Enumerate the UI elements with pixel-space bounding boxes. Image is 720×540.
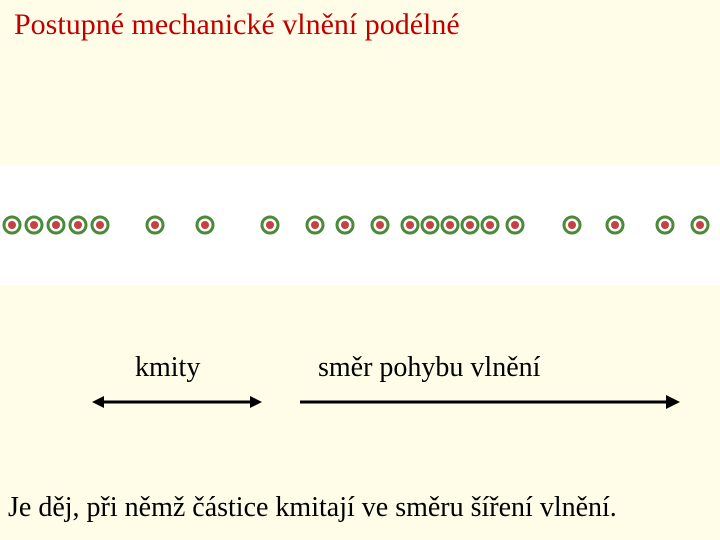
wave-particle-core [511,221,519,229]
wave-particle-core [611,221,619,229]
wave-particle-core [376,221,384,229]
wave-particle-core [466,221,474,229]
wave-particle-core [74,221,82,229]
wave-particle-core [311,221,319,229]
wave-particle-core [201,221,209,229]
label-oscillation: kmity [135,352,200,384]
slide-title: Postupné mechanické vlnění podélné [14,8,460,42]
wave-particle-core [8,221,16,229]
wave-particle-core [30,221,38,229]
wave-particle-core [446,221,454,229]
longitudinal-wave-diagram [0,165,720,285]
wave-particle-core [341,221,349,229]
labels-row: kmity směr pohybu vlnění [0,352,720,432]
wave-particle-core [661,221,669,229]
wave-particle-core [266,221,274,229]
wave-particle-core [426,221,434,229]
wave-particle-core [696,221,704,229]
arrow-oscillation-double [92,390,262,414]
wave-particle-core [568,221,576,229]
wave-particle-core [52,221,60,229]
label-propagation-direction: směr pohybu vlnění [318,352,540,384]
wave-strip [0,165,720,285]
wave-particle-core [151,221,159,229]
arrow-propagation-right [300,390,680,414]
slide: Postupné mechanické vlnění podélné kmity… [0,0,720,540]
wave-particle-core [406,221,414,229]
wave-particle-core [486,221,494,229]
slide-body-text: Je děj, při němž částice kmitají ve směr… [8,492,617,524]
wave-particle-core [96,221,104,229]
